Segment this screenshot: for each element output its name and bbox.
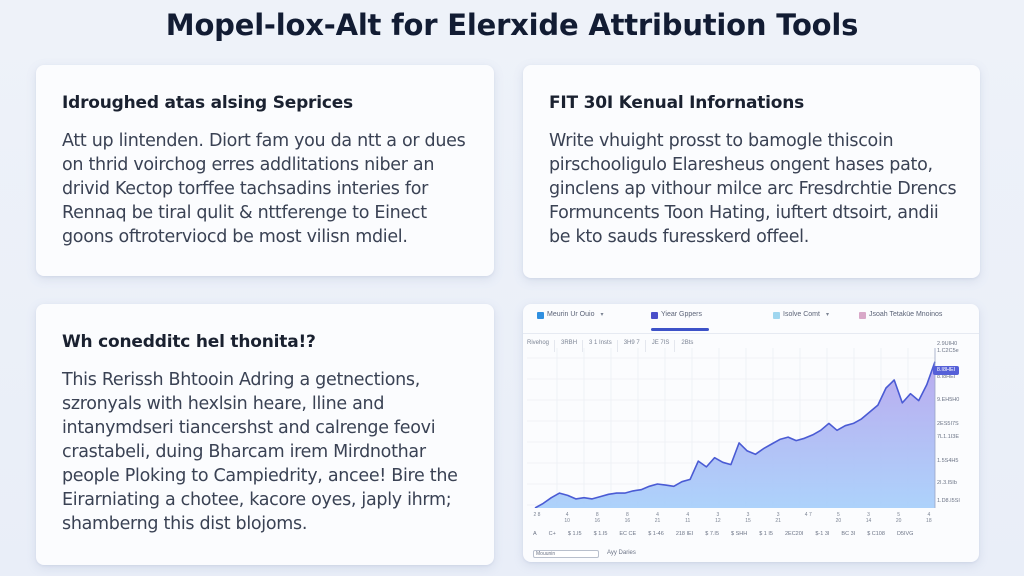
x-label: 8 16 bbox=[594, 512, 601, 524]
toolbar-item[interactable]: 3H9 7 bbox=[624, 340, 646, 352]
bottom-stat: D5IVG bbox=[896, 531, 914, 537]
tab-isolve-comt[interactable]: Isolve Comt ▾ bbox=[773, 311, 829, 331]
y-axis-labels: 2.9UIH0 1.C2C5e 8.I8HEI 9.EH5H0 2ES5I7S … bbox=[935, 336, 975, 516]
page-title: Mopel-lox-Alt for Elerxide Attribution T… bbox=[165, 8, 859, 42]
toolbar-item[interactable]: JE 7IS bbox=[652, 340, 676, 352]
toolbar-item[interactable]: Rivehog bbox=[527, 340, 556, 352]
x-label: 5 20 bbox=[835, 512, 842, 524]
bottom-stat: 218 IEI bbox=[675, 531, 694, 537]
info-card-top-right: FIT 30I Kenual Infornations Write vhuigh… bbox=[523, 65, 980, 278]
x-label: 8 16 bbox=[624, 512, 631, 524]
toolbar-item[interactable]: 3RBH bbox=[561, 340, 584, 352]
x-label: 4 10 bbox=[564, 512, 570, 524]
tab-meurin[interactable]: Meurin Ur Ouio ▾ bbox=[537, 311, 603, 331]
y-label: 2.9UIH0 bbox=[937, 341, 958, 347]
tab-swatch-icon bbox=[773, 312, 780, 319]
symbol-input[interactable]: Mouunin bbox=[533, 550, 599, 558]
bottom-stat: $ 1.I5 bbox=[593, 531, 608, 537]
card-body: Att up lintenden. Diort fam you da ntt a… bbox=[62, 131, 466, 247]
tab-swatch-icon bbox=[651, 312, 658, 319]
tab-jsoah[interactable]: Jsoah Tetaküe Mnoinos bbox=[859, 311, 942, 331]
tab-label: Jsoah Tetaküe Mnoinos bbox=[869, 311, 943, 318]
tab-yiear-gppers[interactable]: Yiear Gppers bbox=[651, 311, 709, 331]
toolbar-item[interactable]: 2Bts bbox=[681, 340, 694, 346]
info-card-bottom-left: Wh conedditc hel thonita!? This Rerissh … bbox=[36, 304, 494, 565]
current-price-tag: 8.I8HEI bbox=[933, 366, 959, 375]
price-area-chart[interactable] bbox=[527, 334, 937, 508]
y-label: 9.EH5H0 bbox=[937, 397, 960, 403]
tab-label: Meurin Ur Ouio bbox=[547, 311, 595, 318]
x-label: 3 15 bbox=[745, 512, 751, 524]
y-label: 2ES5I7S bbox=[937, 421, 959, 427]
footer-label: Ayy Daries bbox=[607, 550, 636, 556]
bottom-stat: C+ bbox=[548, 531, 556, 537]
x-label: 3 14 bbox=[865, 512, 872, 524]
chart-toolbar: Rivehog 3RBH 3 1 Insts 3H9 7 JE 7IS 2Bts bbox=[527, 340, 698, 352]
chart-widget-card: Meurin Ur Ouio ▾ Yiear Gppers Isolve Com… bbox=[523, 304, 979, 562]
y-label: 8.I8HEI bbox=[937, 374, 956, 380]
x-label: 3 21 bbox=[775, 512, 781, 524]
toolbar-item[interactable]: 3 1 Insts bbox=[589, 340, 618, 352]
card-body: Write vhuight prosst to bamogle thiscoin… bbox=[549, 131, 957, 247]
bottom-stat: A bbox=[533, 531, 537, 537]
bottom-stat: $-1 3I bbox=[815, 531, 830, 537]
bottom-stat: $ SHH bbox=[731, 531, 748, 537]
x-label: 5 20 bbox=[895, 512, 902, 524]
y-label: 1.C2C5e bbox=[937, 348, 959, 354]
y-label: 2I.3.I5Ib bbox=[937, 480, 957, 486]
bottom-stat: BC 3I bbox=[841, 531, 856, 537]
y-label: 7L1.1I3E bbox=[937, 434, 960, 440]
card-heading: Wh conedditc hel thonita!? bbox=[62, 332, 316, 352]
bottom-stat: $ 7.I5 bbox=[705, 531, 720, 537]
y-label: 1.D8.I5SI bbox=[937, 498, 960, 504]
x-label: 3 12 bbox=[715, 512, 721, 524]
bottom-stat: EC CE bbox=[619, 531, 637, 537]
x-label: 4 21 bbox=[654, 512, 661, 524]
tab-swatch-icon bbox=[859, 312, 866, 319]
tab-label: Isolve Comt bbox=[783, 311, 820, 318]
x-axis-labels: 2 8 4 10 8 16 8 16 4 21 4 11 3 12 3 15 3 21 4 7 5 … bbox=[533, 512, 933, 526]
bottom-stat: 2EC20I bbox=[784, 531, 804, 537]
bottom-stats-row: A C+ $ 1.I5 $ 1.I5 EC CE $ 1-46 218 IEI $ 7.I5 $… bbox=[533, 531, 953, 539]
card-heading: FIT 30I Kenual Infornations bbox=[549, 93, 805, 113]
y-label: 1.5S4H5 bbox=[937, 458, 959, 464]
x-label: 4 18 bbox=[926, 512, 932, 524]
x-label: 4 11 bbox=[685, 512, 691, 524]
bottom-stat: $ 1-46 bbox=[648, 531, 664, 537]
tab-swatch-icon bbox=[537, 312, 544, 319]
chart-tab-bar: Meurin Ur Ouio ▾ Yiear Gppers Isolve Com… bbox=[523, 304, 979, 334]
card-heading: Idroughed atas alsing Seprices bbox=[62, 93, 353, 113]
bottom-stat: $ 1 I5 bbox=[759, 531, 773, 537]
chevron-down-icon: ▾ bbox=[600, 312, 604, 318]
info-card-top-left: Idroughed atas alsing Seprices Att up li… bbox=[36, 65, 494, 276]
card-body: This Rerissh Bhtooin Adring a getnection… bbox=[62, 370, 458, 534]
chevron-down-icon: ▾ bbox=[825, 312, 829, 318]
x-label: 4 7 bbox=[804, 512, 812, 518]
x-label: 2 8 bbox=[533, 512, 541, 518]
tab-label: Yiear Gppers bbox=[661, 311, 702, 318]
bottom-stat: $ C108 bbox=[867, 531, 885, 537]
bottom-stat: $ 1.I5 bbox=[567, 531, 582, 537]
